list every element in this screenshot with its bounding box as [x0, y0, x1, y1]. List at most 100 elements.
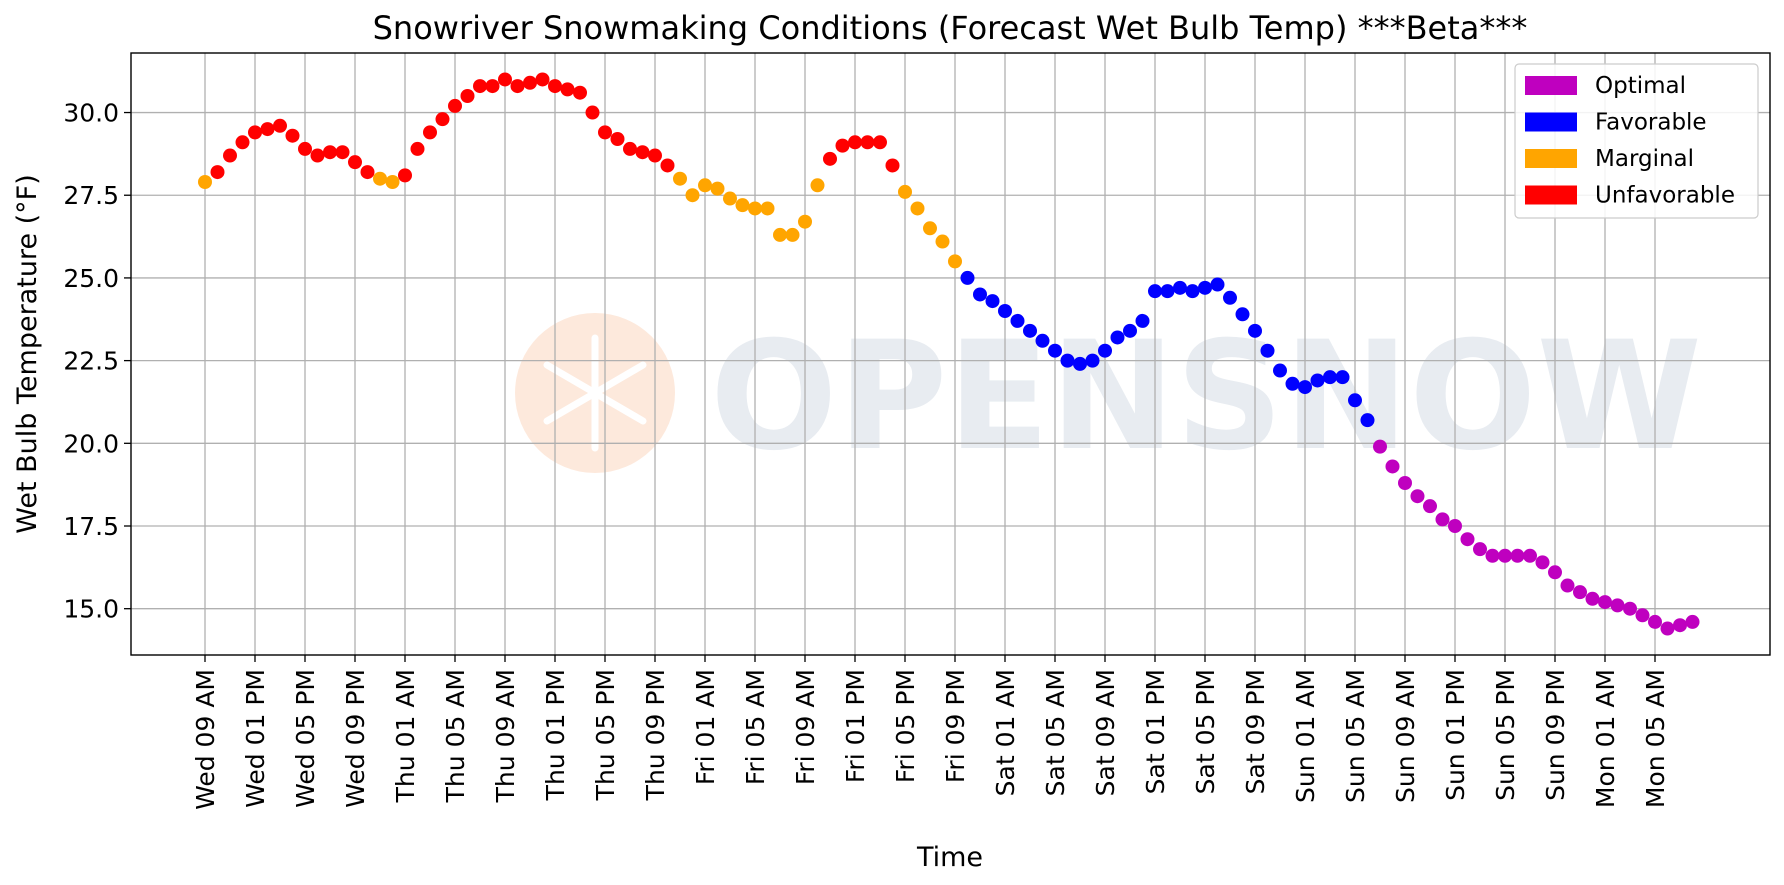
- data-point: [398, 168, 412, 183]
- data-point: [798, 214, 812, 229]
- data-point: [1435, 512, 1450, 527]
- data-point: [960, 270, 975, 285]
- x-tick-label: Sat 01 PM: [1141, 669, 1170, 794]
- data-point: [648, 148, 662, 163]
- y-tick-label: 25.0: [63, 264, 119, 293]
- y-tick-label: 30.0: [63, 99, 119, 128]
- x-tick-label: Sun 01 PM: [1441, 669, 1470, 801]
- data-point: [1060, 353, 1075, 368]
- data-point: [198, 175, 212, 189]
- data-point: [1623, 601, 1637, 616]
- data-point: [310, 148, 325, 163]
- data-point: [1173, 280, 1187, 295]
- data-point: [1285, 376, 1300, 391]
- data-point: [1198, 280, 1212, 295]
- data-point: [523, 75, 537, 90]
- data-point: [1648, 614, 1662, 629]
- y-tick-label: 17.5: [63, 512, 119, 541]
- data-point: [1410, 489, 1425, 504]
- data-point: [573, 85, 587, 100]
- data-point: [1335, 370, 1350, 385]
- chart-title: Snowriver Snowmaking Conditions (Forecas…: [373, 9, 1528, 47]
- data-point: [1460, 532, 1475, 547]
- data-point: [1098, 343, 1112, 358]
- x-tick-label: Sun 01 AM: [1291, 669, 1320, 803]
- data-point: [1585, 591, 1600, 606]
- data-point: [748, 201, 762, 216]
- data-point: [1473, 542, 1487, 557]
- data-point: [535, 72, 550, 87]
- data-point: [1360, 413, 1375, 428]
- data-point: [1635, 608, 1650, 623]
- y-tick-label: 20.0: [63, 429, 119, 458]
- data-point: [998, 304, 1012, 318]
- data-point: [835, 138, 850, 153]
- data-point: [1010, 313, 1025, 328]
- x-tick-label: Thu 09 AM: [491, 669, 520, 803]
- data-point: [760, 201, 775, 216]
- data-point: [1235, 307, 1250, 322]
- data-point: [1385, 459, 1400, 474]
- data-point: [1210, 277, 1225, 292]
- data-point: [623, 141, 637, 156]
- data-point: [1510, 548, 1525, 563]
- data-point: [1085, 353, 1100, 368]
- data-point: [498, 72, 512, 87]
- data-point: [410, 141, 425, 156]
- x-tick-label: Fri 09 PM: [941, 669, 970, 783]
- x-tick-label: Thu 09 PM: [641, 669, 670, 801]
- x-tick-label: Sat 09 PM: [1241, 669, 1270, 794]
- y-axis-title: Wet Bulb Temperature (°F): [12, 174, 43, 533]
- data-point: [373, 171, 387, 186]
- data-point: [1260, 343, 1275, 358]
- data-point: [723, 191, 737, 206]
- data-point: [335, 145, 350, 160]
- data-point: [773, 227, 787, 242]
- data-point: [585, 105, 600, 120]
- data-point: [1498, 548, 1512, 563]
- x-tick-label: Thu 01 AM: [391, 669, 420, 803]
- x-axis: Wed 09 AM Wed 01 PM Wed 05 PM Wed 09 PM Thu …: [191, 655, 1670, 810]
- data-point: [1685, 614, 1700, 629]
- x-tick-label: Sat 01 AM: [991, 669, 1020, 796]
- data-point: [1123, 323, 1137, 338]
- data-point: [348, 155, 362, 170]
- data-point: [1448, 519, 1462, 533]
- x-tick-label: Wed 05 PM: [291, 669, 320, 808]
- y-tick-label: 27.5: [63, 181, 119, 210]
- data-point: [1298, 380, 1312, 395]
- watermark-logo-icon: [515, 313, 675, 473]
- data-point: [1160, 284, 1175, 299]
- data-point: [1660, 621, 1675, 636]
- legend-swatch: [1525, 112, 1577, 132]
- legend-label: Favorable: [1595, 110, 1707, 136]
- x-tick-label: Sun 05 AM: [1341, 669, 1370, 803]
- data-point: [1185, 284, 1200, 299]
- data-point: [1035, 333, 1050, 348]
- data-point: [898, 184, 912, 199]
- data-point: [1548, 565, 1562, 580]
- data-point: [660, 158, 675, 173]
- data-point: [785, 227, 800, 242]
- data-point: [385, 175, 400, 189]
- data-point: [948, 254, 962, 269]
- data-point: [910, 201, 925, 216]
- data-point: [610, 132, 625, 146]
- data-point: [1573, 585, 1587, 600]
- data-point: [923, 221, 937, 236]
- data-point: [485, 79, 500, 94]
- data-point: [560, 82, 575, 97]
- data-point: [1523, 548, 1537, 563]
- data-point: [1485, 548, 1500, 563]
- y-axis: 15.0 17.5 20.0 22.5 25.0 27.5 30.0: [63, 99, 131, 624]
- y-tick-label: 22.5: [63, 347, 119, 376]
- data-point: [1148, 284, 1162, 299]
- x-tick-label: Wed 09 PM: [341, 669, 370, 808]
- data-point: [1110, 330, 1125, 345]
- legend-label: Unfavorable: [1595, 183, 1735, 209]
- x-tick-label: Mon 05 AM: [1641, 669, 1670, 808]
- data-point: [1673, 618, 1687, 633]
- data-point: [1598, 595, 1612, 610]
- data-point: [323, 145, 337, 160]
- x-tick-label: Thu 01 PM: [541, 669, 570, 801]
